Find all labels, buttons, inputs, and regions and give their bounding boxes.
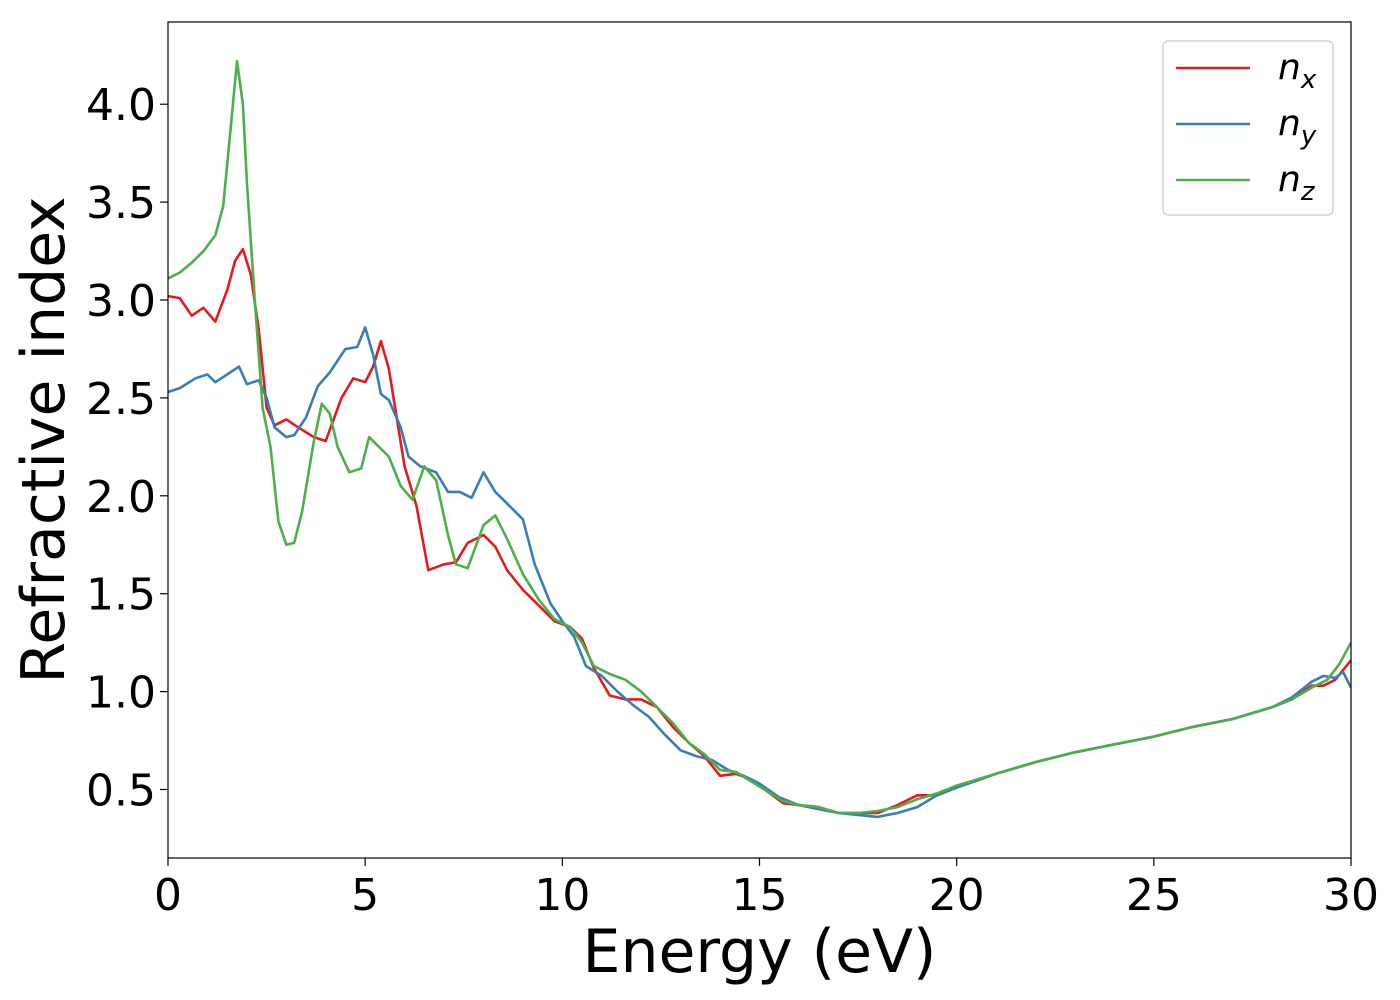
x-tick-label: 20 bbox=[929, 870, 985, 921]
x-tick-label: 5 bbox=[351, 870, 379, 921]
y-tick-label: 1.0 bbox=[86, 668, 156, 719]
y-tick-label: 4.0 bbox=[86, 80, 156, 131]
x-tick-label: 30 bbox=[1323, 870, 1379, 921]
x-axis-label: Energy (eV) bbox=[583, 917, 937, 987]
legend-entry-nz: nz bbox=[1278, 159, 1316, 207]
x-tick-label: 15 bbox=[732, 870, 788, 921]
x-tick-label: 0 bbox=[154, 870, 182, 921]
series-line-nz bbox=[168, 59, 1351, 815]
legend-subscript: x bbox=[1300, 65, 1317, 95]
y-tick-label: 0.5 bbox=[86, 765, 156, 816]
legend-subscript: y bbox=[1300, 121, 1317, 151]
x-tick-label: 10 bbox=[534, 870, 590, 921]
legend-subscript: z bbox=[1300, 177, 1316, 207]
y-axis-label: Refractive index bbox=[9, 196, 79, 683]
ticks-layer: 0 5 10 15 20 25 30 0.5 1.0 1.5 2.0 2.5 3.0 3.5 4.0 bbox=[86, 80, 1379, 921]
legend-entry-ny: ny bbox=[1278, 103, 1317, 151]
y-tick-label: 2.5 bbox=[86, 374, 156, 425]
y-tick-label: 3.5 bbox=[86, 178, 156, 229]
legend-entry-nx: nx bbox=[1278, 47, 1317, 95]
legend-box bbox=[1162, 40, 1334, 216]
series-line-nx bbox=[168, 247, 1351, 815]
legend-symbol: n bbox=[1278, 103, 1301, 144]
y-tick-label: 3.0 bbox=[86, 276, 156, 327]
y-tick-label: 1.5 bbox=[86, 570, 156, 621]
legend-symbol: n bbox=[1278, 47, 1301, 88]
series-line-ny bbox=[168, 326, 1351, 819]
series-layer bbox=[168, 59, 1351, 819]
x-tick-label: 25 bbox=[1126, 870, 1182, 921]
legend-symbol: n bbox=[1278, 159, 1301, 200]
y-tick-label: 2.0 bbox=[86, 472, 156, 523]
